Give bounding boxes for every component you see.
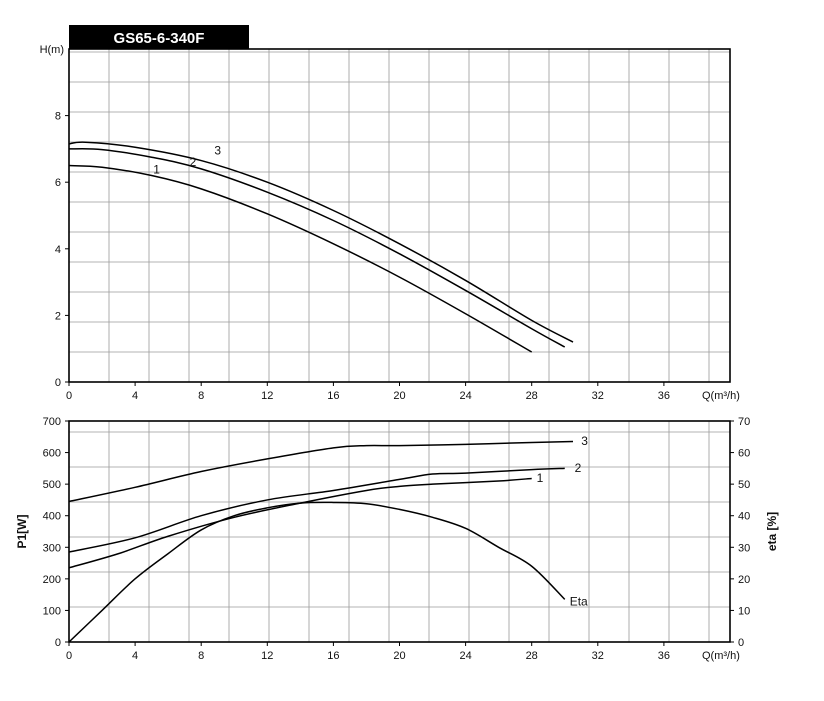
panel1-frame [68,48,731,383]
panel1-y-tick-label: 2 [55,310,61,322]
panel2-frame [68,420,731,643]
panel2-y2-tick-label: 70 [738,416,750,428]
panel2-x-tick-label: 0 [66,650,72,662]
panel2-x-tick-label: 32 [592,650,604,662]
panel2-y-tick-label: 100 [43,605,61,617]
panel2-curve-label-1: 1 [537,471,544,485]
panel2-y2-tick-label: 20 [738,574,750,586]
panel2-x-tick-label: 4 [132,650,138,662]
panel1-x-tick-label: 32 [592,390,604,402]
panel2-y2-tick-label: 10 [738,605,750,617]
panel2-y2-tick-label: 60 [738,448,750,460]
panel2-x-axis-title: Q(m³/h) [702,650,740,662]
panel1-series-1-line [68,164,533,353]
panel2-y-tick-label: 500 [43,479,61,491]
panel2-y2-tick-label: 30 [738,542,750,554]
panel1-curve-label-1: 1 [153,163,160,177]
panel2-x-tick-label: 8 [198,650,204,662]
panel1-y-tick-label: 4 [55,244,61,256]
chart-title: GS65-6-340F [114,30,205,47]
panel2-x-tick-label: 12 [261,650,273,662]
panel2-x-tick-label: 16 [327,650,339,662]
panel2-y-tick-label: 300 [43,542,61,554]
panel1-x-tick-label: 36 [658,390,670,402]
panel1-curve-label-3: 3 [214,144,221,158]
panel1-x-tick-label: 12 [261,390,273,402]
panel1-series-2-line [68,148,566,348]
panel2-y-tick-label: 700 [43,416,61,428]
panel1-y-tick-label: 0 [55,377,61,389]
panel1-series-3-line [68,141,574,343]
panel2-y-tick-label: 0 [55,637,61,649]
panel1-x-tick-label: 20 [393,390,405,402]
panel2-y-tick-label: 600 [43,448,61,460]
panel2-x-tick-label: 20 [393,650,405,662]
panel1-y-axis-title: H(m) [40,44,64,56]
panel1-x-tick-label: 24 [459,390,471,402]
title-tab [69,25,249,49]
panel2-series-3-line [68,440,574,503]
panel2-y2-tick-label: 40 [738,511,750,523]
panel1-y-tick-label: 6 [55,177,61,189]
panel2-series-eta-line [68,501,566,643]
panel1-curve-label-2: 2 [190,155,197,169]
panel2-y-tick-label: 400 [43,511,61,523]
panel2-series-1-line [68,477,532,569]
panel2-y2-tick-label: 0 [738,637,744,649]
panel1-x-tick-label: 16 [327,390,339,402]
panel1-x-tick-label: 28 [526,390,538,402]
panel2-x-tick-label: 36 [658,650,670,662]
panel2-y-axis-title: P1[W] [15,515,29,549]
panel2-y2-tick-label: 50 [738,479,750,491]
panel1-x-tick-label: 0 [66,390,72,402]
panel2-curve-label-eta: Eta [570,595,588,609]
panel2-x-tick-label: 24 [459,650,471,662]
panel1-x-tick-label: 8 [198,390,204,402]
panel2-series-2-line [68,467,565,553]
panel2-y-tick-label: 200 [43,574,61,586]
panel1-x-tick-label: 4 [132,390,138,402]
panel1-x-axis-title: Q(m³/h) [702,390,740,402]
panel1-y-tick-label: 8 [55,111,61,123]
panel2-curve-label-2: 2 [575,461,582,475]
panel2-x-tick-label: 28 [526,650,538,662]
panel2-y2-axis-title: eta [%] [765,512,779,551]
panel2-curve-label-3: 3 [581,434,588,448]
